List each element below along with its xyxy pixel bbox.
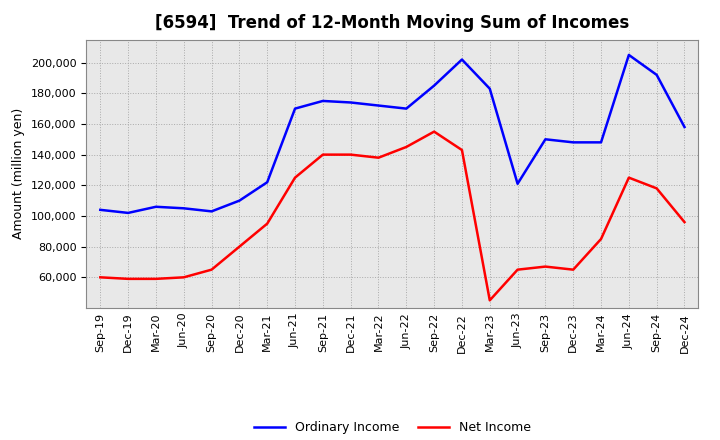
Net Income: [318, 152, 327, 157]
Ordinary Income: [513, 181, 522, 187]
Ordinary Income: [680, 125, 689, 130]
Ordinary Income: [207, 209, 216, 214]
Net Income: [430, 129, 438, 134]
Net Income: [541, 264, 550, 269]
Net Income: [458, 147, 467, 153]
Net Income: [179, 275, 188, 280]
Net Income: [374, 155, 383, 160]
Net Income: [569, 267, 577, 272]
Line: Net Income: Net Income: [100, 132, 685, 301]
Net Income: [485, 298, 494, 303]
Line: Ordinary Income: Ordinary Income: [100, 55, 685, 213]
Ordinary Income: [374, 103, 383, 108]
Ordinary Income: [569, 140, 577, 145]
Title: [6594]  Trend of 12-Month Moving Sum of Incomes: [6594] Trend of 12-Month Moving Sum of I…: [156, 15, 629, 33]
Ordinary Income: [152, 204, 161, 209]
Net Income: [207, 267, 216, 272]
Ordinary Income: [652, 72, 661, 77]
Net Income: [597, 236, 606, 242]
Ordinary Income: [346, 100, 355, 105]
Net Income: [291, 175, 300, 180]
Net Income: [152, 276, 161, 282]
Ordinary Income: [318, 98, 327, 103]
Net Income: [402, 144, 410, 150]
Net Income: [124, 276, 132, 282]
Net Income: [680, 220, 689, 225]
Ordinary Income: [430, 83, 438, 88]
Ordinary Income: [291, 106, 300, 111]
Net Income: [263, 221, 271, 226]
Y-axis label: Amount (million yen): Amount (million yen): [12, 108, 25, 239]
Ordinary Income: [124, 210, 132, 216]
Ordinary Income: [624, 52, 633, 58]
Ordinary Income: [263, 180, 271, 185]
Ordinary Income: [597, 140, 606, 145]
Net Income: [652, 186, 661, 191]
Net Income: [513, 267, 522, 272]
Ordinary Income: [541, 137, 550, 142]
Ordinary Income: [179, 205, 188, 211]
Ordinary Income: [485, 86, 494, 92]
Legend: Ordinary Income, Net Income: Ordinary Income, Net Income: [248, 416, 536, 439]
Net Income: [96, 275, 104, 280]
Net Income: [346, 152, 355, 157]
Ordinary Income: [96, 207, 104, 213]
Net Income: [624, 175, 633, 180]
Ordinary Income: [458, 57, 467, 62]
Ordinary Income: [235, 198, 243, 203]
Net Income: [235, 244, 243, 249]
Ordinary Income: [402, 106, 410, 111]
